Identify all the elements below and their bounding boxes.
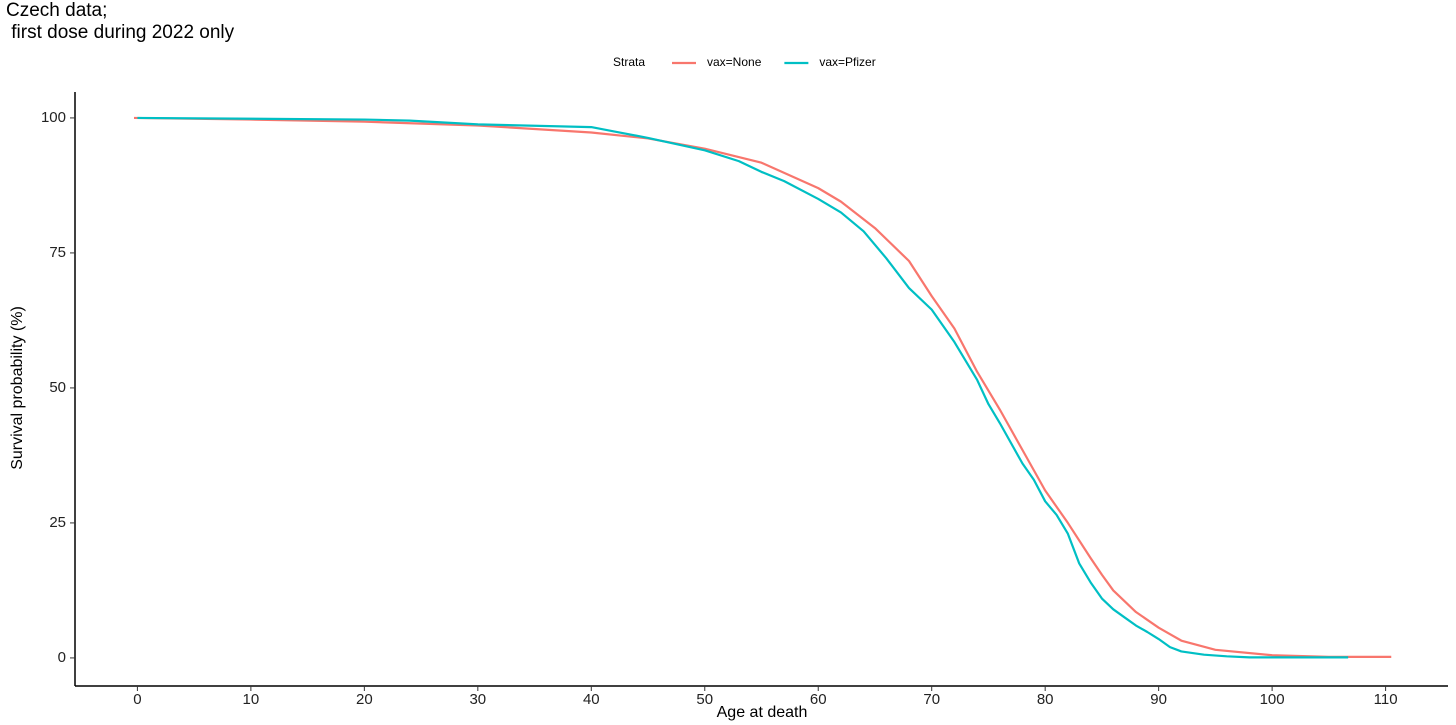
x-axis-title: Age at death <box>717 704 808 721</box>
x-tick-label: 50 <box>696 691 713 708</box>
x-tick-label: 60 <box>810 691 827 708</box>
x-tick-label: 80 <box>1037 691 1054 708</box>
series-line <box>133 116 1392 658</box>
y-tick-label: 50 <box>49 379 66 396</box>
y-tick-label: 25 <box>49 514 66 531</box>
x-tick-label: 30 <box>469 691 486 708</box>
x-tick-label: 20 <box>356 691 373 708</box>
x-tick-label: 100 <box>1260 691 1285 708</box>
y-tick-label: 75 <box>49 244 66 261</box>
y-axis-title: Survival probability (%) <box>9 306 26 470</box>
y-tick-label: 0 <box>58 649 66 666</box>
x-tick-label: 70 <box>923 691 940 708</box>
y-tick-label: 100 <box>41 109 66 126</box>
chart-title: Czech data; first dose during 2022 only <box>6 0 235 43</box>
x-tick-label: 90 <box>1150 691 1167 708</box>
x-tick-label: 0 <box>133 691 141 708</box>
series-line <box>137 116 1349 659</box>
x-tick-label: 10 <box>243 691 260 708</box>
legend-label: vax=Pfizer <box>819 55 875 69</box>
x-tick-label: 110 <box>1374 691 1398 708</box>
legend-title: Strata <box>613 55 645 69</box>
legend-label: vax=None <box>707 55 762 69</box>
x-tick-label: 40 <box>583 691 600 708</box>
